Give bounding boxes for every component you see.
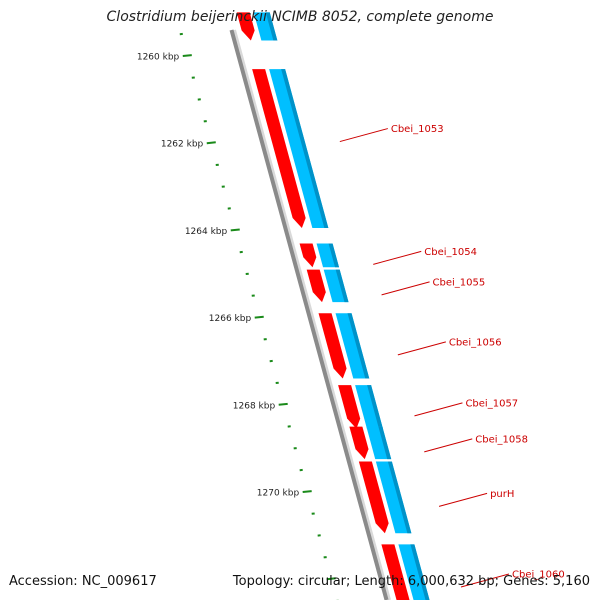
label-leader [460,573,510,588]
gene-band [335,313,370,379]
cds-arrow [318,313,347,379]
major-tick [326,577,336,581]
feature-label: Cbei_1060 [512,570,565,581]
gene-band-edge [281,69,329,229]
gene-band-edge [328,243,340,268]
gene-band [355,385,383,429]
gene-band-edge [367,385,383,429]
label-leader [397,341,446,356]
gene-band-edge [347,313,370,379]
gene-band [375,461,412,534]
accession-text: Accession: NC_009617 [9,574,157,589]
gene-band-edge [410,544,430,600]
major-tick [230,228,240,232]
gene-band-edge [335,269,349,303]
gene-band [366,426,392,460]
major-tick [206,141,216,145]
major-tick [254,315,264,319]
feature-label: Cbei_1053 [391,124,444,135]
feature-label: Cbei_1056 [449,337,502,348]
feature-label: Cbei_1054 [424,247,477,258]
label-leader [381,281,430,296]
cds-arrow [381,544,410,600]
scale-label: 1262 kbp [161,140,204,150]
label-leader [339,128,388,143]
scale-label: 1260 kbp [137,53,180,63]
major-tick [182,54,192,57]
cds-arrow [338,385,361,429]
major-tick [302,490,312,493]
backbone-shadow [233,29,391,600]
feature-label: purH [490,489,514,500]
genome-summary-text: Topology: circular; Length: 6,000,632 bp… [232,574,590,589]
scale-label: 1264 kbp [185,227,228,237]
gene-band-edge [387,461,412,534]
cds-arrow [236,12,255,41]
cds-arrow [306,269,326,303]
major-tick [278,402,288,406]
label-leader [438,492,488,507]
genome-backbone [229,29,389,600]
feature-label: Cbei_1058 [475,434,528,445]
cds-arrow [252,69,306,229]
scale-label: 1266 kbp [209,314,252,324]
genome-title: Clostridium beijerinckii NCIMB 8052, com… [106,9,494,25]
label-leader [373,250,422,265]
feature-label: Cbei_1055 [433,277,486,288]
gene-band-edge [378,426,392,460]
scale-label: 1268 kbp [233,401,276,411]
cds-arrow [358,461,389,534]
label-leader [424,438,473,453]
feature-label: Cbei_1057 [465,398,518,409]
gene-band-edge [265,12,278,41]
cds-arrow [299,243,317,268]
label-leader [414,402,463,417]
scale-label: 1270 kbp [257,489,300,499]
cds-arrow [349,426,369,460]
